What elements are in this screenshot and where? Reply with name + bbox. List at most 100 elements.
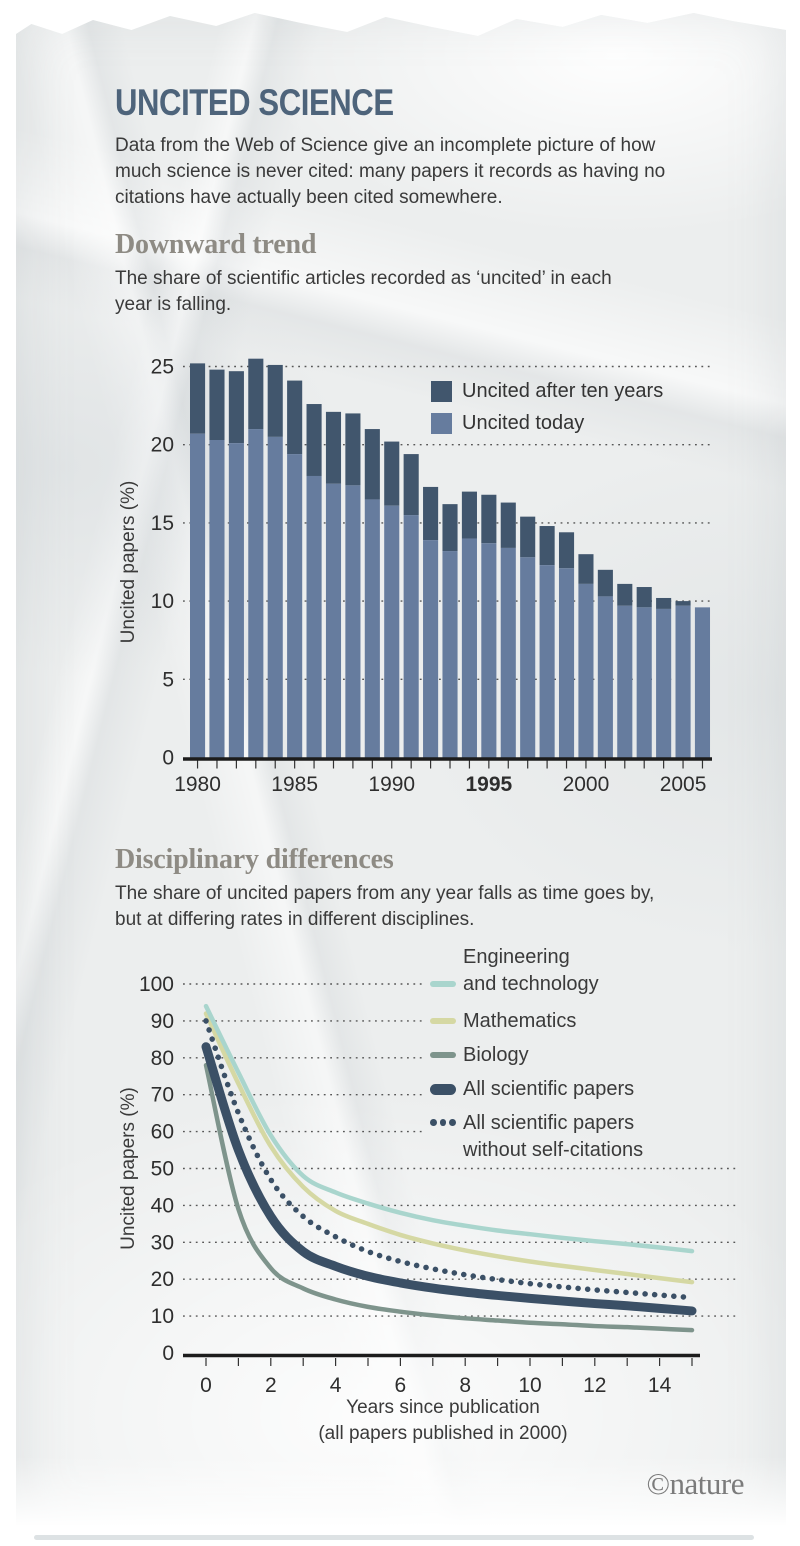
- bar-after-ten-years-1989: [364, 429, 380, 500]
- bar-today-1997: [520, 557, 536, 758]
- x-tick-label-2: 2: [265, 1374, 277, 1397]
- bar-today-1983: [248, 429, 264, 758]
- paper-bottom-fade: [0, 1456, 800, 1546]
- bar-today-1980: [190, 433, 206, 758]
- bar-after-ten-years-1981: [209, 369, 225, 441]
- bar-today-2001: [597, 596, 613, 758]
- legend-swatch-dark: [431, 381, 452, 402]
- bar-after-ten-years-1997: [520, 516, 536, 558]
- bar-today-2004: [656, 608, 672, 758]
- y-tick-label-50: 50: [151, 1158, 174, 1181]
- legend-label-biology: Biology: [463, 1042, 529, 1069]
- intro-text: Data from the Web of Science give an inc…: [115, 135, 666, 208]
- bar-after-ten-years-1994: [461, 491, 477, 539]
- y-tick-label-30: 30: [151, 1231, 174, 1254]
- bar-today-1988: [345, 485, 361, 758]
- legend-label-line: and technology: [463, 973, 599, 995]
- bar-after-ten-years-1998: [539, 526, 555, 566]
- bar-after-ten-years-1992: [423, 486, 439, 541]
- y-axis-title: Uncited papers (%): [118, 481, 139, 644]
- y-tick-label-10: 10: [151, 590, 174, 613]
- line-biology: [203, 1062, 695, 1333]
- legend-label-line: Engineering: [463, 946, 570, 968]
- bar-today-2000: [578, 583, 594, 758]
- y-tick-label-70: 70: [151, 1084, 174, 1107]
- bar-after-ten-years-1991: [403, 454, 419, 516]
- bar-after-ten-years-1985: [287, 380, 303, 455]
- bar-today-2005: [675, 605, 691, 758]
- bar-after-ten-years-2000: [578, 554, 594, 584]
- x-axis-label-line1: Years since publication: [346, 1397, 540, 1418]
- line-chart-disciplinary-differences: 0 10 20 30 40 50 60 70 80 90 100 0 2 4 6 8 10 12 14 Uncited…: [118, 973, 736, 1397]
- bar-today-1990: [384, 505, 400, 758]
- x-tick-label-1990: 1990: [368, 773, 415, 796]
- bar-today-1985: [287, 454, 303, 758]
- bar-after-ten-years-1993: [442, 504, 458, 552]
- section-subtitle-downward-trend: The share of scientific articles recorde…: [115, 268, 612, 315]
- bar-after-ten-years-1980: [190, 363, 206, 434]
- legend-swatch-line: [430, 1083, 456, 1095]
- line-engineering-and-technology: [203, 1003, 695, 1254]
- legend-label-line: Biology: [463, 1044, 529, 1066]
- bar-today-1996: [500, 547, 516, 758]
- bar-today-1998: [539, 565, 555, 758]
- x-tick-label-4: 4: [330, 1374, 342, 1397]
- x-tick-label-1995: 1995: [465, 773, 512, 796]
- bar-today-1995: [481, 543, 497, 758]
- section-title-disciplinary-differences: Disciplinary differences: [115, 844, 394, 875]
- x-tick-label-1980: 1980: [174, 773, 221, 796]
- nature-logo: ©nature: [646, 1466, 744, 1501]
- legend-label-mathematics: Mathematics: [463, 1008, 576, 1035]
- y-tick-label-100: 100: [139, 973, 174, 996]
- legend-label-line: Mathematics: [463, 1010, 577, 1032]
- crumpled-paper-background: [16, 13, 786, 1538]
- y-tick-label-25: 25: [151, 356, 174, 379]
- x-tick-label-6: 6: [395, 1374, 407, 1397]
- legend-label-engineering-and-technology: Engineering and technology: [463, 944, 599, 998]
- bar-today-1987: [325, 483, 342, 758]
- bar-today-2002: [617, 605, 633, 758]
- legend-label-line: All scientific papers: [463, 1112, 635, 1134]
- y-tick-label-20: 20: [151, 434, 174, 457]
- y-tick-label-20: 20: [151, 1268, 174, 1291]
- y-tick-label-15: 15: [151, 512, 174, 535]
- bar-after-ten-years-1986: [306, 404, 322, 476]
- bar-today-1992: [423, 540, 439, 758]
- y-tick-label-5: 5: [162, 668, 174, 691]
- line-all-scientific-papers: [201, 1042, 697, 1316]
- bar-after-ten-years-2003: [636, 587, 652, 608]
- bar-today-1989: [364, 499, 380, 758]
- line-mathematics: [203, 1011, 695, 1285]
- legend-label-all-scientific-papers: All scientific papers: [463, 1076, 634, 1103]
- legend-swatch-dotted: [430, 1119, 457, 1127]
- y-tick-label-0: 0: [162, 1342, 174, 1365]
- x-tick-label-8: 8: [459, 1374, 471, 1397]
- line-all-scientific-papers-without-self-citations: [203, 1018, 695, 1301]
- y-tick-label-40: 40: [151, 1194, 174, 1217]
- bar-today-1984: [267, 436, 283, 758]
- page-title: UNCITED SCIENCE: [115, 82, 394, 123]
- bar-today-1981: [209, 440, 225, 758]
- legend-swatch-line: [430, 1018, 456, 1024]
- bar-today-2006: [694, 607, 711, 758]
- bar-today-1999: [558, 568, 575, 758]
- bar-after-ten-years-2005: [675, 601, 691, 606]
- bar-chart-downward-trend: 0 5 10 15 20 25 1980 1985 1990 1995 2000 2005 Uncite…: [118, 356, 712, 796]
- legend-label: Uncited today: [462, 412, 585, 434]
- bar-today-1982: [228, 443, 244, 758]
- section-title-downward-trend: Downward trend: [115, 229, 317, 260]
- x-tick-label-2000: 2000: [563, 773, 610, 796]
- bar-after-ten-years-1995: [481, 494, 497, 544]
- legend-dot: [430, 1119, 437, 1126]
- section-subtitle-disciplinary-differences: The share of uncited papers from any yea…: [115, 883, 655, 930]
- legend-swatch-line: [430, 1052, 456, 1058]
- legend-label-line: without self-citations: [463, 1139, 644, 1161]
- bar-after-ten-years-1999: [558, 532, 575, 569]
- bar-after-ten-years-1988: [345, 413, 361, 486]
- legend-label: Uncited after ten years: [462, 380, 664, 402]
- y-tick-label-0: 0: [162, 747, 174, 770]
- bar-after-ten-years-1987: [325, 411, 342, 484]
- bar-after-ten-years-1996: [500, 502, 516, 548]
- bar-after-ten-years-2002: [617, 583, 633, 606]
- bar-after-ten-years-1983: [248, 358, 264, 430]
